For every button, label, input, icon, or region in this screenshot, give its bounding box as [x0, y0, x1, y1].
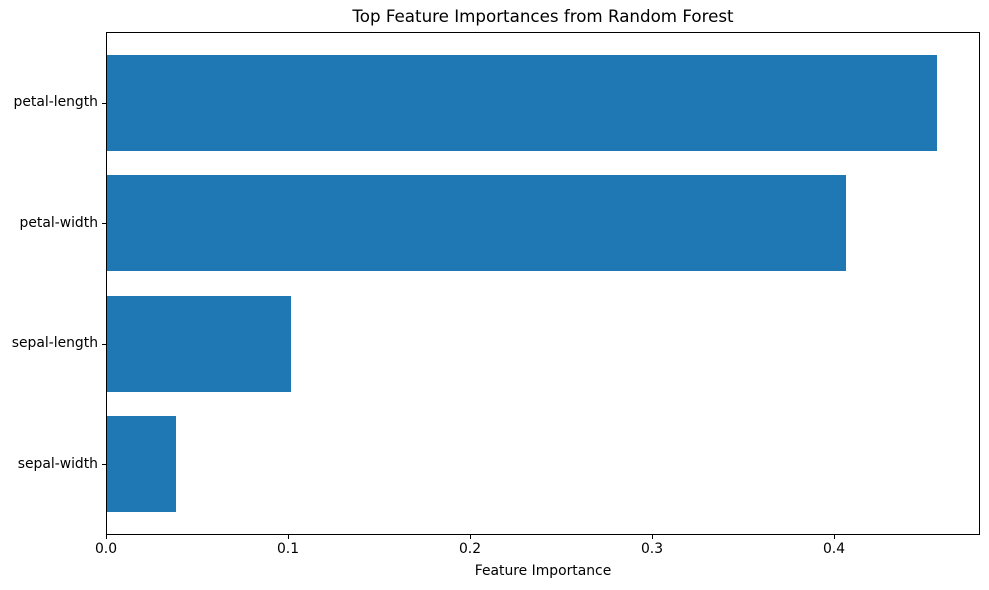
x-tick-mark — [834, 535, 835, 539]
bar-petal-length — [107, 54, 938, 152]
y-tick-mark — [102, 103, 106, 104]
y-tick-label-petal-width: petal-width — [19, 215, 98, 231]
x-tick-mark — [288, 535, 289, 539]
bar-petal-width — [107, 175, 847, 272]
x-tick-mark — [652, 535, 653, 539]
bar-sepal-length — [107, 295, 291, 392]
x-tick-label-0.1: 0.1 — [276, 541, 300, 557]
y-tick-label-petal-length: petal-length — [13, 94, 98, 110]
x-tick-label-0.2: 0.2 — [458, 541, 482, 557]
x-tick-mark — [470, 535, 471, 539]
y-tick-label-sepal-width: sepal-width — [17, 456, 98, 472]
y-tick-label-sepal-length: sepal-length — [11, 335, 98, 351]
x-tick-label-0.3: 0.3 — [640, 541, 664, 557]
chart-title: Top Feature Importances from Random Fore… — [352, 6, 734, 26]
x-tick-label-0.0: 0.0 — [94, 541, 118, 557]
x-tick-mark — [106, 535, 107, 539]
y-tick-mark — [102, 223, 106, 224]
x-tick-label-0.4: 0.4 — [822, 541, 846, 557]
x-axis-label: Feature Importance — [474, 563, 612, 579]
bar-sepal-width — [107, 415, 177, 513]
y-tick-mark — [102, 344, 106, 345]
y-tick-mark — [102, 464, 106, 465]
